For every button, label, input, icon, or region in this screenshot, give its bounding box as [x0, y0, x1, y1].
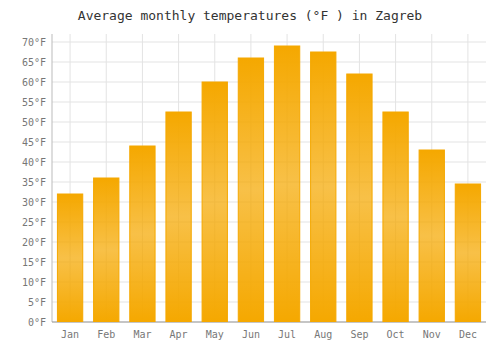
y-tick-label: 60°F [22, 77, 46, 88]
y-tick-label: 50°F [22, 117, 46, 128]
y-grid-line [52, 62, 486, 63]
y-tick-label: 10°F [22, 277, 46, 288]
y-tick-label: 40°F [22, 157, 46, 168]
x-tick-label: Aug [314, 329, 332, 340]
bar [166, 112, 191, 322]
y-tick-label: 5°F [28, 297, 46, 308]
bar [347, 74, 372, 322]
x-tick-label: Nov [423, 329, 441, 340]
x-tick-label: Feb [97, 329, 115, 340]
bar [419, 150, 444, 322]
x-tick-label: Apr [170, 329, 188, 340]
y-grid-line [52, 142, 486, 143]
x-tick-label: Oct [387, 329, 405, 340]
bar [57, 194, 82, 322]
bar [455, 184, 480, 322]
y-tick-label: 30°F [22, 197, 46, 208]
grid [52, 34, 486, 322]
x-tick-label: Jan [61, 329, 79, 340]
y-grid-line [52, 102, 486, 103]
y-grid-line [52, 82, 486, 83]
bar [238, 58, 263, 322]
x-tick-label: Mar [133, 329, 151, 340]
x-tick-label: Jun [242, 329, 260, 340]
x-tick-label: Dec [459, 329, 477, 340]
y-tick-label: 25°F [22, 217, 46, 228]
bar [311, 52, 336, 322]
y-tick-label: 15°F [22, 257, 46, 268]
chart-container: Average monthly temperatures (°F ) in Za… [0, 0, 500, 350]
bar [202, 82, 227, 322]
y-grid-line [52, 122, 486, 123]
bars [57, 46, 480, 322]
y-axis-line [52, 34, 53, 322]
y-tick-label: 45°F [22, 137, 46, 148]
y-tick-label: 35°F [22, 177, 46, 188]
y-tick-label: 70°F [22, 37, 46, 48]
bar [383, 112, 408, 322]
y-tick-label: 0°F [28, 317, 46, 328]
y-tick-label: 20°F [22, 237, 46, 248]
bar [130, 146, 155, 322]
y-grid-line [52, 42, 486, 43]
chart-svg: Average monthly temperatures (°F ) in Za… [0, 0, 500, 350]
bar [94, 178, 119, 322]
y-tick-label: 55°F [22, 97, 46, 108]
chart-title: Average monthly temperatures (°F ) in Za… [78, 8, 423, 23]
bar [274, 46, 299, 322]
x-tick-label: Jul [278, 329, 296, 340]
x-tick-label: Sep [350, 329, 368, 340]
y-tick-label: 65°F [22, 57, 46, 68]
axes: 0°F 5°F 10°F 15°F 20°F 25°F 30°F 35°F 40°F 45°F 50… [22, 34, 486, 340]
x-tick-label: May [206, 329, 224, 340]
